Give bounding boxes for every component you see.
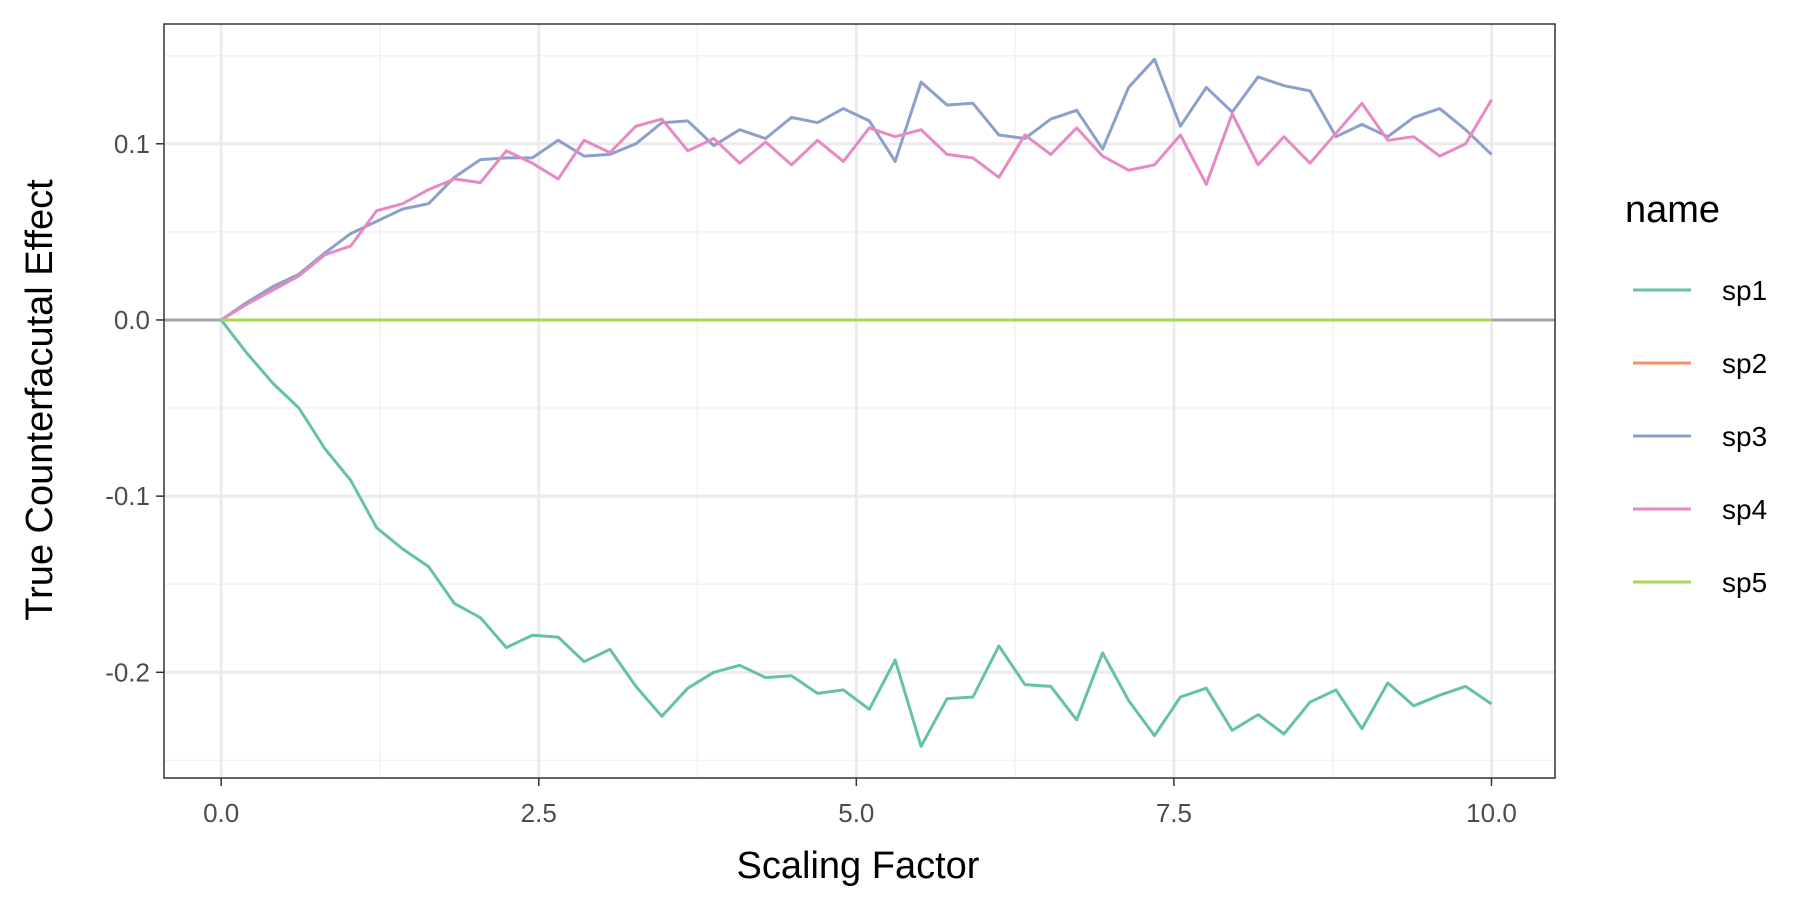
x-tick-label: 5.0 [838,798,874,828]
legend-title: name [1625,189,1720,231]
y-tick-label: -0.2 [105,657,150,687]
legend-label-sp1: sp1 [1722,275,1767,306]
legend-label-sp4: sp4 [1722,494,1767,525]
y-tick-label: 0.0 [114,305,150,335]
series-lines [220,57,1493,748]
y-tick-label: -0.1 [105,481,150,511]
legend: name sp1 sp2 sp3 sp4 sp5 [1625,189,1767,598]
legend-label-sp2: sp2 [1722,348,1767,379]
legend-items: sp1 sp2 sp3 sp4 sp5 [1633,275,1767,598]
x-tick-label: 7.5 [1156,798,1192,828]
panel-background [164,24,1555,778]
legend-label-sp5: sp5 [1722,567,1767,598]
y-tick-label: 0.1 [114,129,150,159]
y-axis-title: True Counterfacutal Effect [19,179,61,621]
plot-border [163,23,1556,779]
series-line-sp1 [220,319,1493,748]
x-axis-title: Scaling Factor [737,845,980,887]
x-tick-label: 0.0 [203,798,239,828]
series-line-sp4 [220,99,1493,322]
legend-label-sp3: sp3 [1722,421,1767,452]
panel-border [163,23,1556,779]
x-axis-ticks: 0.0 2.5 5.0 7.5 10.0 [203,778,1517,828]
major-gridlines [164,24,1555,778]
y-axis-ticks: -0.2 -0.1 0.0 0.1 [105,129,164,687]
plot-panel [164,24,1555,778]
x-tick-label: 2.5 [521,798,557,828]
series-line-sp3 [220,57,1493,322]
x-tick-label: 10.0 [1466,798,1517,828]
